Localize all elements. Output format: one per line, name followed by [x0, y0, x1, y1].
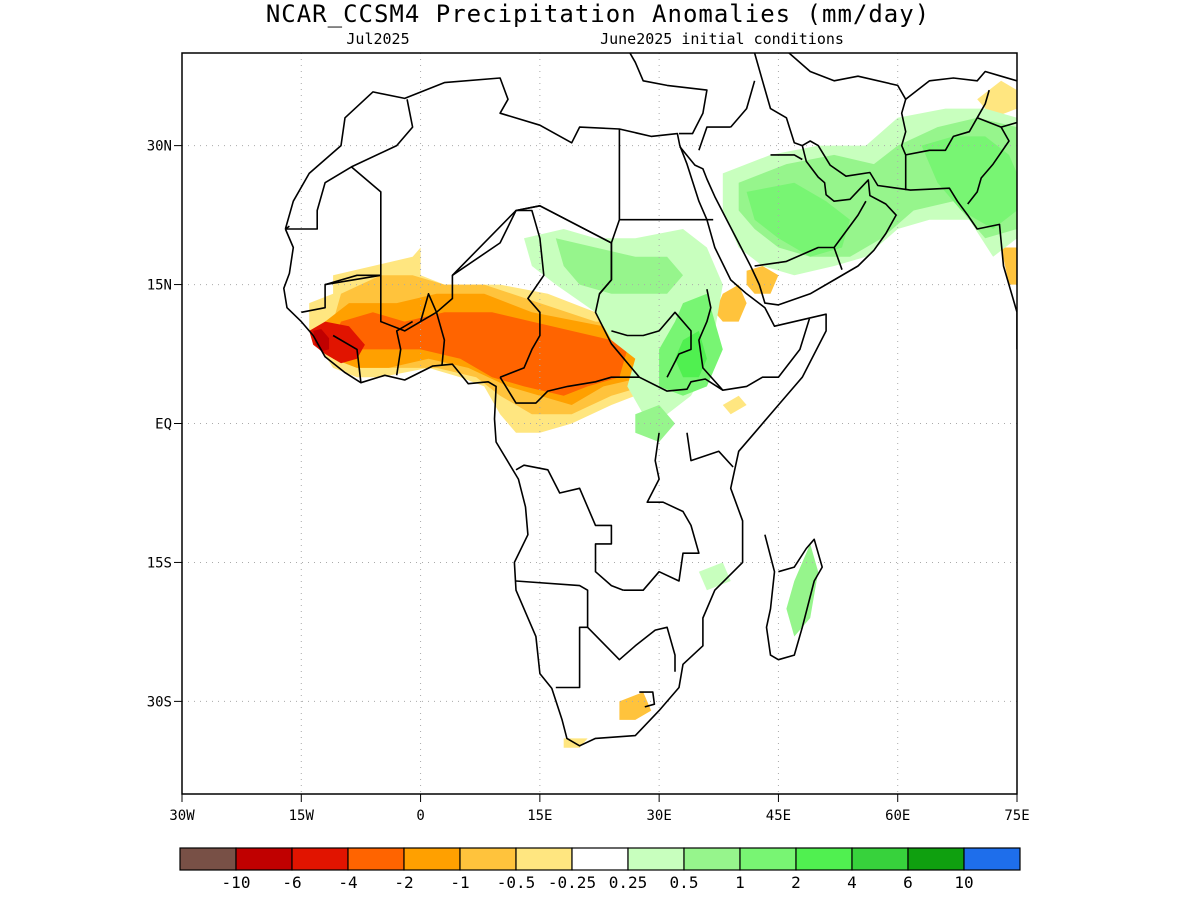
legend-color-box [739, 847, 797, 871]
coastline-border [623, 432, 700, 592]
legend-color-box [571, 847, 629, 871]
legend-color-box [907, 847, 965, 871]
legend-label: 4 [847, 873, 857, 892]
legend-color-box [963, 847, 1021, 871]
coastline-border [611, 311, 692, 378]
legend-color-box [851, 847, 909, 871]
coastline-border [587, 626, 676, 672]
legend-label: 0.5 [670, 873, 699, 892]
coastline-border [284, 225, 290, 230]
legend-color-box [795, 847, 853, 871]
coastline-border [900, 99, 907, 191]
anomaly-region-india-dry [1001, 247, 1017, 285]
coastline-border [419, 292, 446, 366]
x-tick-label: 0 [416, 808, 424, 824]
coastline-border [395, 320, 414, 376]
color-legend: -10 -6 -4 -2 -1 -0.5 -0.25 0.25 0.5 1 2 4 6 10 [179, 847, 1021, 892]
latitude-axis: 30N 15N EQ 15S 30S [147, 139, 182, 710]
coastline-border [1000, 121, 1017, 128]
coastline-border [764, 534, 824, 661]
legend-color-box [459, 847, 517, 871]
anomaly-region-east-africa-wet [635, 405, 675, 442]
y-tick-label: 30S [147, 694, 172, 710]
coastline-border [301, 166, 382, 314]
coastline-border [686, 432, 734, 468]
coastline-border [770, 154, 803, 161]
initial-conditions-label: June2025 initial conditions [600, 30, 844, 48]
legend-label: 2 [791, 873, 801, 892]
valid-month-label: Jul2025 [346, 30, 409, 48]
anomaly-region-arabia-wet-core [746, 182, 850, 257]
legend-label: -1 [450, 873, 469, 892]
coastline-border [598, 242, 613, 295]
legend-label: -0.25 [548, 873, 596, 892]
y-tick-label: 15S [147, 555, 172, 571]
coastline-border [905, 89, 990, 156]
legend-label: 6 [903, 873, 913, 892]
legend-label: -10 [222, 873, 251, 892]
x-tick-label: 30W [169, 808, 195, 824]
anomaly-region-sahel-dry-strong [333, 312, 628, 396]
legend-color-boxes [179, 847, 1021, 871]
coastline-border [515, 129, 621, 244]
coastline-border [753, 53, 803, 147]
x-tick-label: 45E [766, 808, 791, 824]
coastline-border [698, 126, 731, 151]
coastline-border [679, 140, 1017, 350]
anomaly-layer [309, 80, 1017, 748]
coastline-border [324, 274, 381, 286]
coastline-border [639, 691, 656, 708]
coastline-border [754, 200, 867, 267]
coastline-border [629, 53, 755, 135]
legend-label: 1 [735, 873, 745, 892]
legend-color-box [347, 847, 405, 871]
legend-label: -6 [282, 873, 301, 892]
legend-label: 0.25 [609, 873, 648, 892]
legend-color-box [515, 847, 573, 871]
x-tick-label: 15E [527, 808, 552, 824]
anomaly-region-himalaya-dry [977, 80, 1017, 118]
coastline-border [515, 464, 624, 591]
legend-color-box [179, 847, 237, 871]
anomaly-region-madagascar-wet [786, 543, 819, 637]
legend-labels: -10 -6 -4 -2 -1 -0.5 -0.25 0.25 0.5 1 2 4 6 10 [222, 873, 974, 892]
y-tick-label: 30N [147, 139, 172, 155]
legend-color-box [235, 847, 293, 871]
x-tick-label: 30E [646, 808, 671, 824]
anomaly-region-kenya-coast-dry [722, 395, 747, 415]
legend-label: -2 [394, 873, 413, 892]
coastline-border [332, 334, 362, 383]
coastline-layer [282, 53, 1017, 747]
x-tick-label: 60E [885, 808, 910, 824]
legend-color-box [291, 847, 349, 871]
coastline-border [285, 99, 414, 230]
x-tick-label: 75E [1004, 808, 1029, 824]
coastline-border [698, 289, 724, 391]
legend-color-box [627, 847, 685, 871]
anomaly-region-sudan-wet [555, 238, 683, 294]
coastline-border [730, 80, 756, 128]
coastline-border [282, 77, 827, 747]
anomaly-region-pakistan-wet [921, 136, 1017, 229]
anomaly-region-south-africa-dry [619, 692, 652, 720]
legend-label: -0.5 [497, 873, 536, 892]
x-tick-label: 15W [289, 808, 315, 824]
coastline-border [833, 247, 843, 270]
map-title: NCAR_CCSM4 Precipitation Anomalies (mm/d… [266, 0, 930, 28]
coastline-border [451, 209, 545, 378]
longitude-axis: 30W 15W 0 15E 30E 45E 60E 75E [169, 794, 1030, 824]
legend-label: 10 [954, 873, 973, 892]
y-tick-label: 15N [147, 278, 172, 294]
y-tick-label: EQ [155, 417, 172, 433]
coastline-border [499, 376, 640, 404]
map-plot-area [181, 52, 1018, 795]
anomaly-region-eritrea-dry [714, 284, 747, 322]
legend-label: -4 [338, 873, 357, 892]
anomaly-region-sierra-leone-dry-extreme [313, 329, 330, 352]
legend-color-box [403, 847, 461, 871]
legend-color-box [683, 847, 741, 871]
